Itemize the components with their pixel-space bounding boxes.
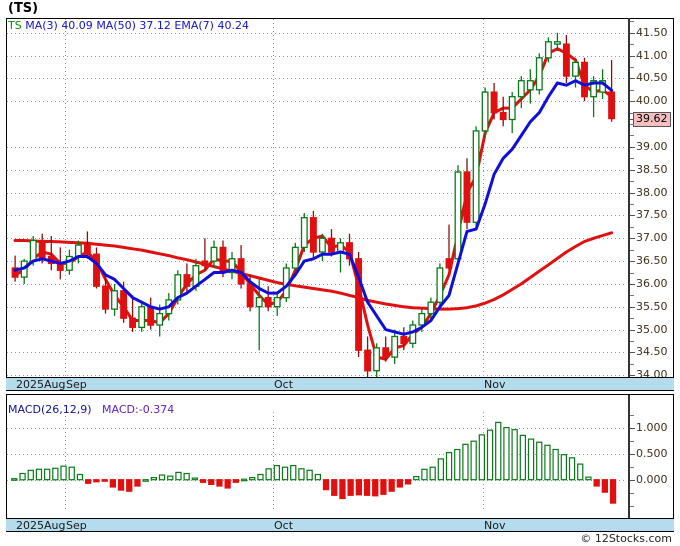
- price-axis-tick: [630, 119, 635, 120]
- price-axis-tick: [630, 307, 635, 308]
- legend-ma3-value: 40.09: [61, 19, 93, 32]
- price-axis-minor-tick: [630, 295, 634, 296]
- macd-legend: MACD(26,12,9) MACD:-0.374: [8, 403, 174, 416]
- page-title: (TS): [8, 1, 39, 16]
- date-axis-label: 2025Aug: [16, 378, 66, 391]
- price-axis-minor-tick: [630, 124, 634, 125]
- price-axis-tick: [630, 101, 635, 102]
- price-axis-minor-tick: [630, 113, 634, 114]
- macd-axis-minor-tick: [630, 441, 634, 442]
- macd-plot-area: [7, 412, 627, 512]
- date-axis-label: Nov: [484, 519, 506, 532]
- price-axis-minor-tick: [630, 44, 634, 45]
- price-axis-tick: [630, 193, 635, 194]
- legend-ma50-label: MA(50): [96, 19, 136, 32]
- price-axis-tick: [630, 284, 635, 285]
- price-axis-minor-tick: [630, 181, 634, 182]
- price-axis-label: 39.00: [636, 140, 668, 153]
- price-axis-minor-tick: [630, 135, 634, 136]
- price-plot-area: [7, 19, 627, 389]
- price-axis-label: 38.00: [636, 186, 668, 199]
- candlestick-chart: [7, 19, 627, 389]
- macd-axis-spine: [628, 395, 630, 519]
- price-axis-minor-tick: [630, 364, 634, 365]
- macd-axis-minor-tick: [630, 493, 634, 494]
- macd-axis-minor-tick: [630, 467, 634, 468]
- price-axis-minor-tick: [630, 158, 634, 159]
- price-axis-minor-tick: [630, 273, 634, 274]
- price-axis-minor-tick: [630, 21, 634, 22]
- macd-histogram: [7, 412, 627, 512]
- macd-legend-value: MACD:-0.374: [102, 403, 175, 416]
- price-axis-label: 40.50: [636, 71, 668, 84]
- date-axis-top: 2025Aug Sep Oct Nov: [6, 377, 674, 391]
- price-axis-tick: [630, 261, 635, 262]
- price-axis: 34.00 34.50 35.00 35.50 36.00 36.50 37.00 37.50…: [628, 18, 680, 390]
- price-axis-label: 36.50: [636, 254, 668, 267]
- last-price-badge: 39.62: [633, 112, 671, 127]
- date-axis-bottom: 2025Aug Sep Oct Nov: [6, 518, 674, 532]
- price-axis-minor-tick: [630, 90, 634, 91]
- legend-ma3-label: MA(3): [25, 19, 58, 32]
- price-axis-minor-tick: [630, 204, 634, 205]
- price-axis-minor-tick: [630, 67, 634, 68]
- price-axis-label: 38.50: [636, 163, 668, 176]
- price-legend: TS MA(3) 40.09 MA(50) 37.12 EMA(7) 40.24: [8, 19, 249, 32]
- price-chart-panel: [6, 18, 674, 390]
- price-axis-label: 35.00: [636, 323, 668, 336]
- macd-axis-label: 0.500: [636, 447, 668, 460]
- price-axis-tick: [630, 352, 635, 353]
- legend-ema7-label: EMA(7): [174, 19, 214, 32]
- macd-axis-tick: [630, 454, 635, 455]
- price-axis-tick: [630, 33, 635, 34]
- date-axis-label: Nov: [484, 378, 506, 391]
- macd-axis-tick: [630, 428, 635, 429]
- price-axis-label: 41.00: [636, 49, 668, 62]
- price-axis-label: 35.50: [636, 300, 668, 313]
- price-axis-label: 36.00: [636, 277, 668, 290]
- price-axis-tick: [630, 375, 635, 376]
- price-axis-tick: [630, 78, 635, 79]
- price-axis-label: 41.50: [636, 26, 668, 39]
- date-axis-label: Oct: [274, 378, 294, 391]
- price-axis-label: 40.00: [636, 94, 668, 107]
- price-axis-minor-tick: [630, 341, 634, 342]
- macd-axis: 0.000 0.500 1.000: [628, 395, 680, 519]
- macd-axis-tick: [630, 480, 635, 481]
- macd-axis-label: 0.000: [636, 473, 668, 486]
- price-axis-tick: [630, 147, 635, 148]
- macd-axis-minor-tick: [630, 415, 634, 416]
- price-axis-tick: [630, 330, 635, 331]
- copyright-footer: © 12Stocks.com: [580, 532, 672, 545]
- price-axis-tick: [630, 170, 635, 171]
- price-axis-minor-tick: [630, 318, 634, 319]
- legend-ma50-value: 37.12: [139, 19, 171, 32]
- macd-legend-label: MACD(26,12,9): [8, 403, 92, 416]
- macd-axis-label: 1.000: [636, 421, 668, 434]
- price-axis-label: 37.50: [636, 208, 668, 221]
- date-axis-label: 2025Aug: [16, 519, 66, 532]
- price-axis-minor-tick: [630, 250, 634, 251]
- price-axis-label: 37.00: [636, 231, 668, 244]
- macd-axis-minor-tick: [630, 506, 634, 507]
- price-axis-minor-tick: [630, 227, 634, 228]
- date-axis-label: Sep: [66, 378, 87, 391]
- price-axis-label: 34.50: [636, 345, 668, 358]
- price-axis-tick: [630, 56, 635, 57]
- price-axis-tick: [630, 238, 635, 239]
- date-axis-label: Oct: [274, 519, 294, 532]
- legend-ema7-value: 40.24: [217, 19, 249, 32]
- price-axis-spine: [628, 18, 630, 390]
- date-axis-label: Sep: [66, 519, 87, 532]
- price-axis-tick: [630, 215, 635, 216]
- legend-symbol: TS: [8, 19, 22, 32]
